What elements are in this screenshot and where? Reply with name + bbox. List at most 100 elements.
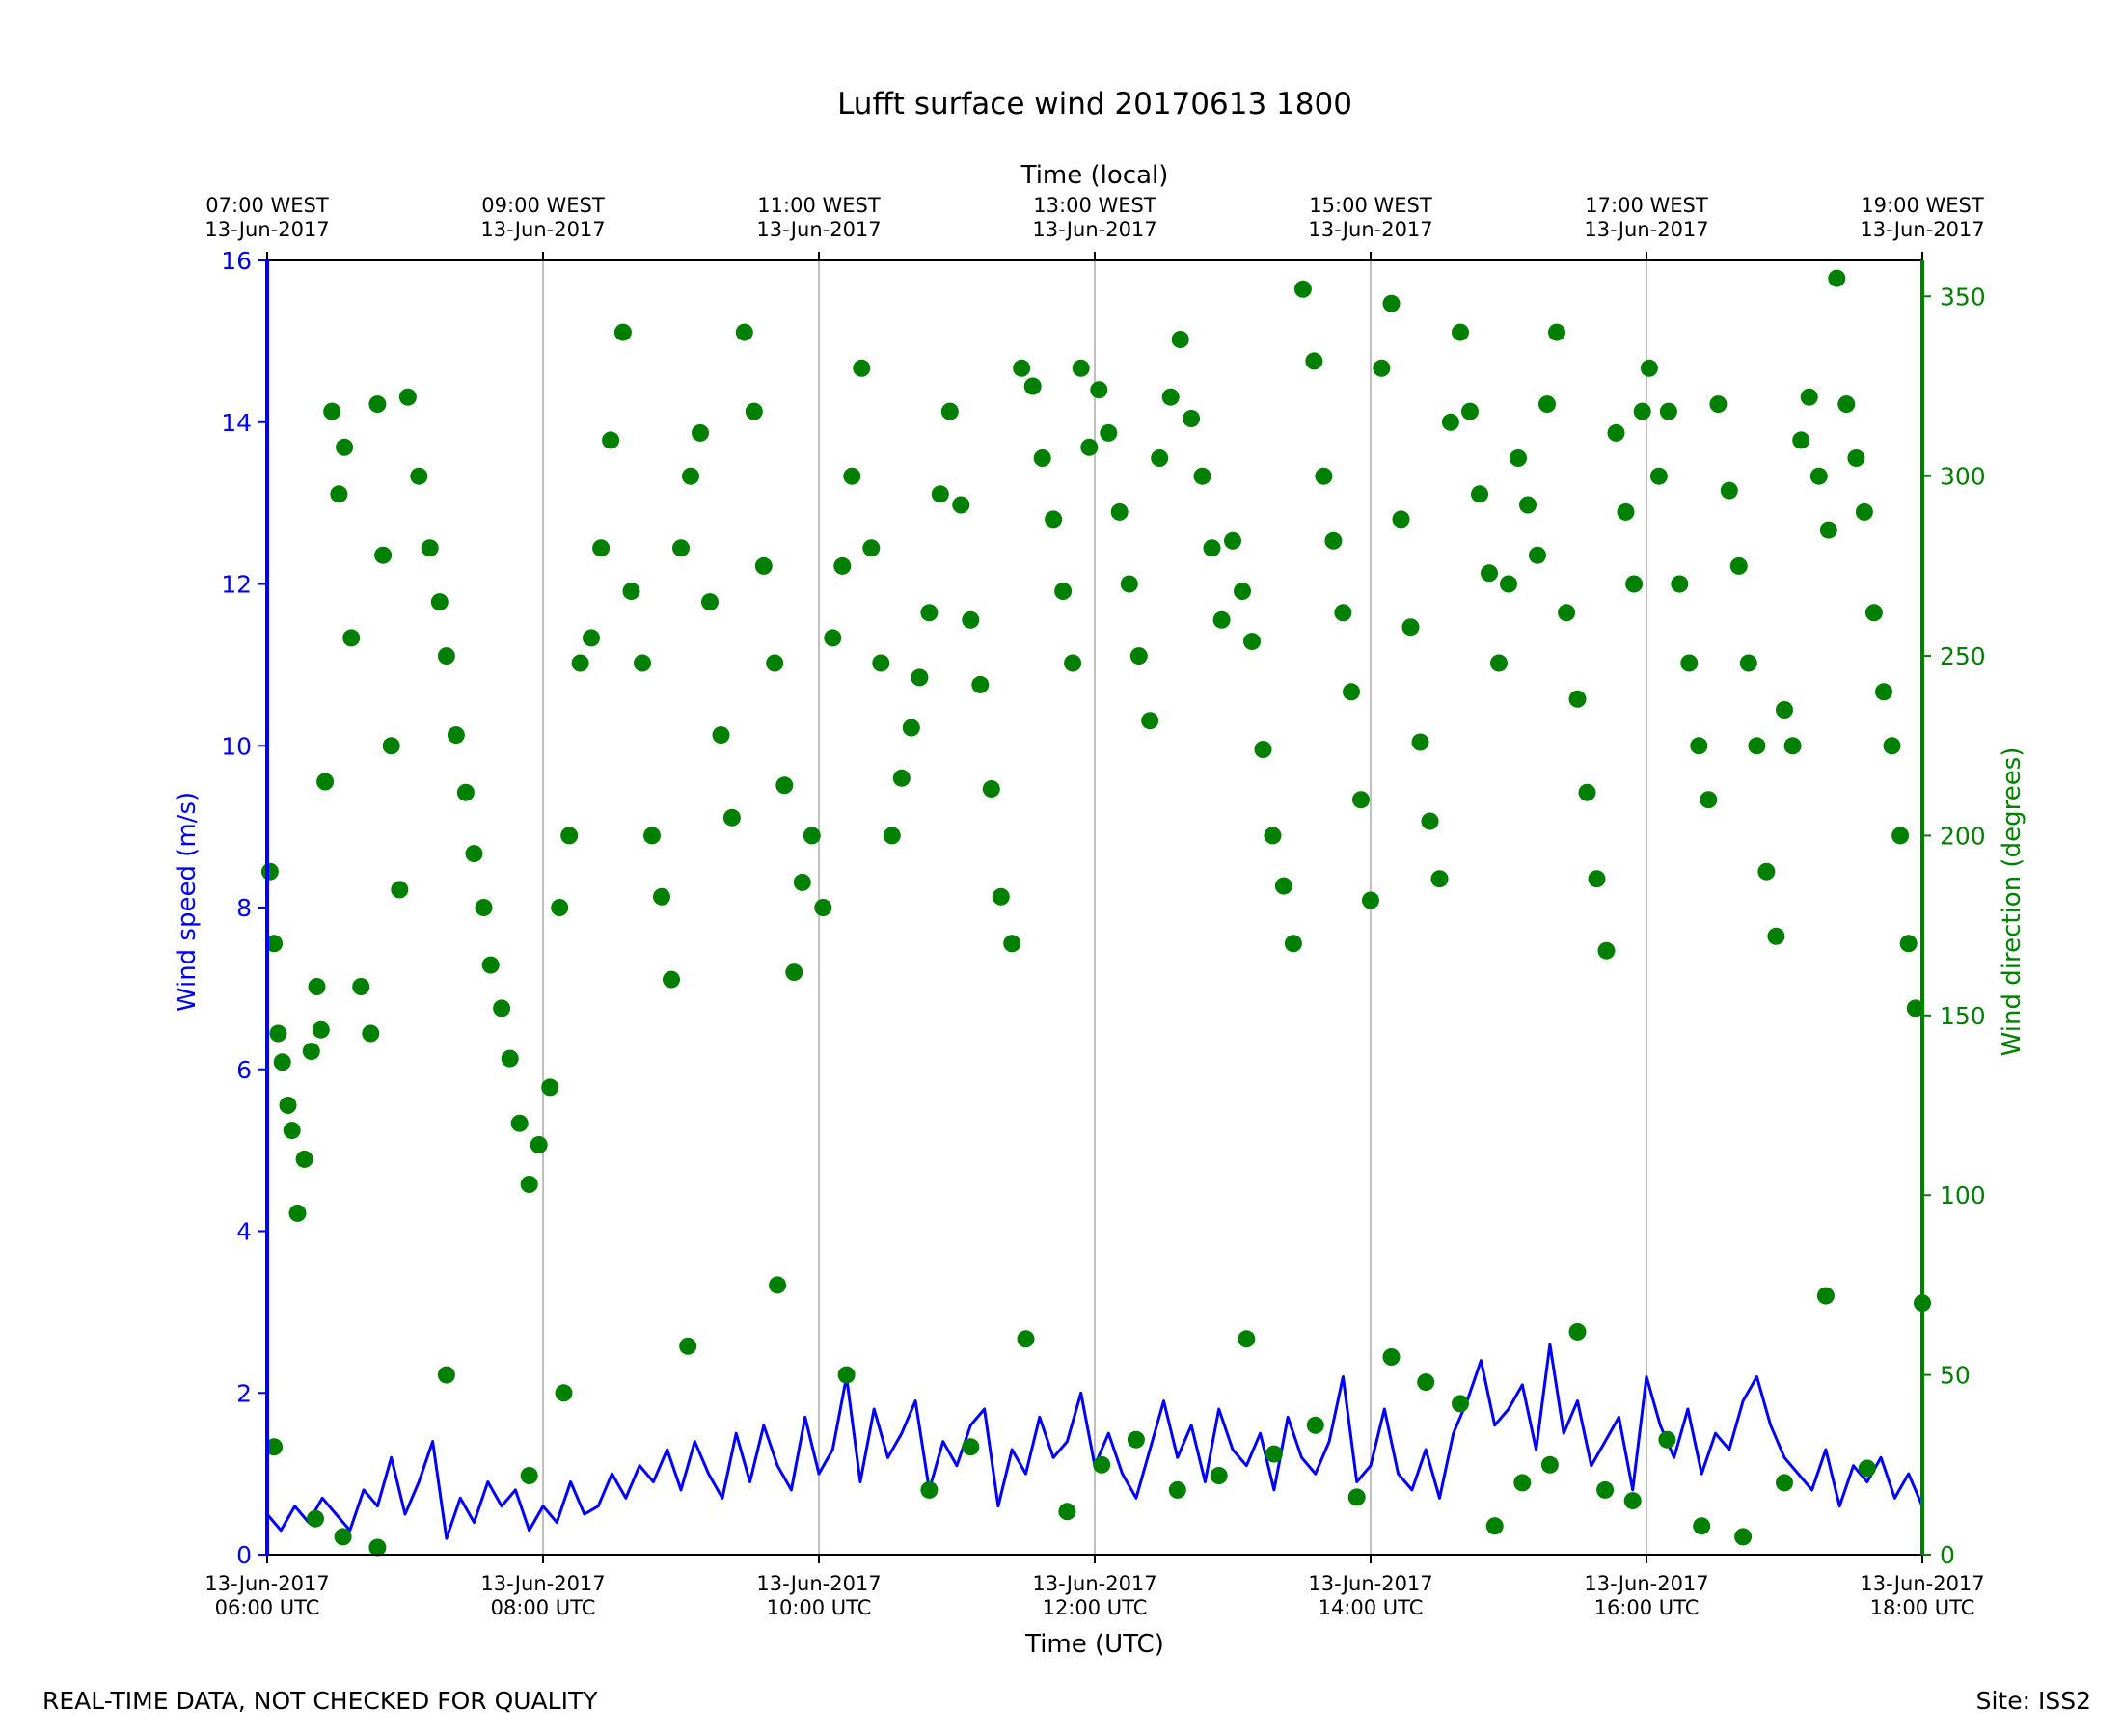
- wind-direction-point: [279, 1097, 297, 1114]
- wind-direction-point: [692, 423, 709, 442]
- wind-direction-point: [1441, 413, 1459, 431]
- x2-tick-label: 13-Jun-2017: [204, 218, 329, 241]
- wind-direction-point: [1058, 1503, 1076, 1521]
- x-tick-label: 16:00 UTC: [1594, 1596, 1700, 1619]
- wind-direction-point: [1607, 423, 1625, 442]
- wind-direction-point: [1659, 402, 1677, 420]
- wind-direction-point: [1837, 395, 1856, 414]
- wind-direction-point: [1855, 502, 1873, 521]
- wind-direction-point: [269, 1024, 287, 1043]
- wind-direction-point: [1452, 1395, 1469, 1413]
- wind-direction-point: [391, 881, 409, 899]
- wind-direction-point: [1161, 388, 1180, 406]
- wind-direction-point: [992, 887, 1010, 906]
- wind-direction-point: [1193, 467, 1211, 485]
- wind-direction-point: [663, 970, 680, 989]
- wind-direction-point: [1597, 941, 1616, 960]
- x2-tick-label: 13-Jun-2017: [1032, 218, 1156, 241]
- wind-direction-point: [1171, 331, 1189, 348]
- wind-direction-point: [541, 1078, 559, 1097]
- wind-direction-point: [1168, 1480, 1186, 1499]
- wind-direction-point: [1003, 935, 1021, 953]
- wind-direction-point: [1452, 323, 1469, 341]
- wind-direction-point: [1633, 402, 1651, 420]
- wind-direction-point: [493, 999, 511, 1017]
- y2-tick-label: 350: [1940, 283, 1986, 311]
- wind-direction-point: [1847, 449, 1865, 467]
- wind-direction-point: [1529, 546, 1546, 564]
- wind-direction-point: [265, 1438, 284, 1456]
- wind-direction-point: [1891, 827, 1910, 845]
- wind-direction-point: [1513, 1474, 1532, 1492]
- wind-direction-point: [336, 438, 354, 456]
- wind-direction-point: [1519, 496, 1537, 514]
- x2-tick-label: 07:00 WEST: [205, 194, 329, 217]
- wind-direction-point: [1234, 583, 1251, 600]
- wind-direction-point: [1421, 812, 1439, 830]
- wind-direction-point: [1324, 531, 1343, 550]
- wind-direction-point: [520, 1176, 538, 1193]
- wind-direction-point: [1767, 927, 1785, 945]
- wind-direction-point: [352, 978, 370, 995]
- wind-direction-point: [1883, 737, 1901, 755]
- y-tick-label: 8: [236, 894, 252, 922]
- wind-direction-point: [1640, 359, 1658, 377]
- wind-direction-point: [735, 323, 753, 341]
- wind-direction-point: [1617, 502, 1635, 521]
- wind-direction-point: [712, 726, 730, 745]
- wind-direction-point: [1720, 481, 1738, 500]
- wind-direction-point: [1212, 610, 1231, 629]
- wind-direction-point: [421, 539, 439, 557]
- wind-direction-point: [1129, 647, 1148, 665]
- wind-direction-point: [1243, 633, 1261, 651]
- wind-direction-point: [1776, 701, 1793, 719]
- wind-direction-point: [837, 1366, 856, 1384]
- x-tick-label: 13-Jun-2017: [204, 1572, 329, 1595]
- wind-direction-point: [316, 773, 335, 791]
- wind-direction-point: [754, 556, 773, 575]
- wind-direction-point: [1293, 280, 1312, 298]
- wind-direction-point: [465, 845, 483, 863]
- wind-direction-point: [475, 899, 493, 916]
- wind-direction-point: [481, 956, 500, 974]
- wind-direction-point: [312, 1020, 330, 1039]
- wind-direction-point: [824, 629, 842, 647]
- wind-direction-point: [1819, 521, 1837, 539]
- wind-direction-point: [1023, 377, 1042, 395]
- wind-direction-point: [1373, 359, 1391, 377]
- data-layer: [260, 269, 1931, 1557]
- wind-direction-point: [368, 395, 387, 414]
- wind-direction-point: [1693, 1517, 1711, 1535]
- wind-direction-point: [1578, 783, 1596, 801]
- y-tick-label: 12: [221, 571, 252, 599]
- wind-direction-point: [334, 1528, 352, 1546]
- wind-direction-point: [1072, 359, 1090, 377]
- wind-direction-point: [1690, 737, 1708, 755]
- wind-direction-point: [1864, 604, 1883, 622]
- wind-direction-point: [814, 899, 832, 916]
- wind-direction-point: [892, 769, 911, 787]
- wind-direction-point: [520, 1467, 538, 1484]
- wind-direction-point: [1568, 1322, 1587, 1341]
- y-tick-label: 2: [236, 1379, 252, 1407]
- wind-direction-point: [1899, 935, 1918, 953]
- wind-direction-point: [1382, 294, 1401, 312]
- wind-direction-point: [883, 827, 901, 845]
- wind-direction-point: [1700, 791, 1718, 809]
- wind-direction-point: [368, 1538, 387, 1557]
- wind-direction-point: [1828, 269, 1846, 287]
- wind-direction-point: [1709, 395, 1728, 414]
- y-tick-label: 10: [221, 732, 252, 760]
- wind-direction-point: [1090, 381, 1108, 399]
- wind-direction-point: [308, 978, 326, 995]
- axes: [258, 252, 1931, 1563]
- y2-tick-label: 150: [1940, 1002, 1986, 1030]
- wind-direction-point: [1274, 877, 1292, 895]
- wind-direction-point: [1141, 712, 1159, 730]
- x2-tick-label: 13-Jun-2017: [756, 218, 881, 241]
- wind-direction-point: [803, 827, 821, 845]
- wind-direction-point: [1347, 1488, 1366, 1506]
- wind-direction-point: [672, 539, 690, 557]
- wind-direction-point: [307, 1509, 324, 1528]
- y-tick-label: 14: [221, 409, 252, 437]
